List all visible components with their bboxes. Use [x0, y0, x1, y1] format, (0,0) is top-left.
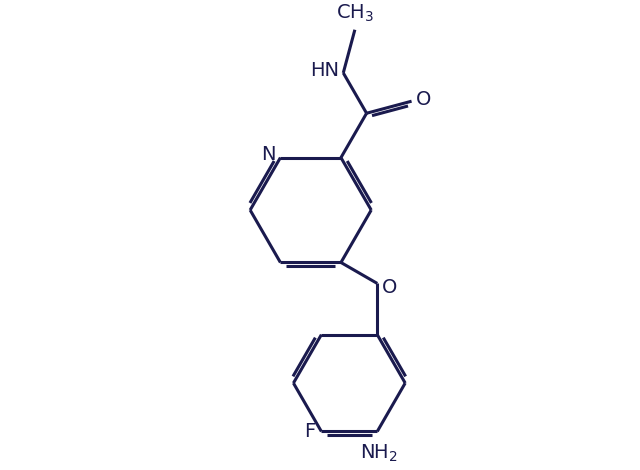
Text: O: O [416, 90, 431, 109]
Text: N: N [261, 145, 276, 164]
Text: CH$_3$: CH$_3$ [336, 3, 374, 24]
Text: NH$_2$: NH$_2$ [360, 443, 398, 464]
Text: F: F [305, 422, 316, 441]
Text: HN: HN [310, 61, 340, 79]
Text: O: O [382, 278, 397, 297]
